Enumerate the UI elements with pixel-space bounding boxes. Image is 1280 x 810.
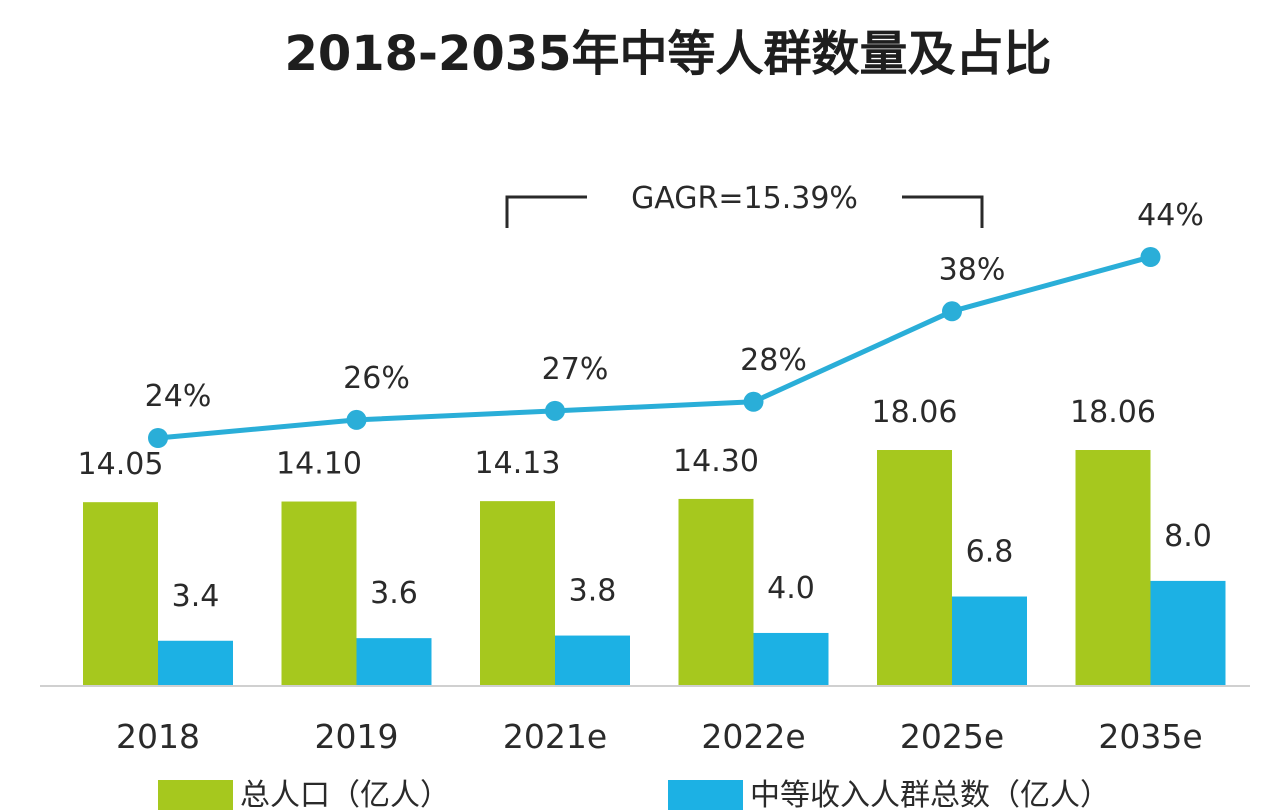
x-tick-2019: 2019 [315, 717, 399, 756]
series-middle-income: 3.4 3.6 3.8 4.0 6.8 8.0 [158, 519, 1226, 685]
share-point-2018 [148, 428, 168, 448]
cagr-annotation: GAGR=15.39% [505, 181, 984, 228]
share-label-2018: 24% [145, 379, 212, 414]
bar-total-2025e [877, 450, 952, 685]
annotation-bracket-right [902, 195, 984, 228]
share-label-2021e: 27% [542, 352, 609, 387]
bar-middle-2021e [555, 635, 630, 685]
x-axis: 2018 2019 2021e 2022e 2025e 2035e [40, 685, 1250, 756]
legend-label-total: 总人口（亿人） [240, 778, 450, 810]
share-label-2022e: 28% [740, 343, 807, 378]
x-tick-2025e: 2025e [900, 717, 1004, 756]
legend-swatch-middle [668, 780, 743, 810]
bar-middle-2018 [158, 640, 233, 685]
bar-total-label-2025e: 18.06 [872, 395, 958, 430]
bar-middle-label-2035e: 8.0 [1164, 519, 1212, 554]
bar-total-2035e [1075, 450, 1151, 685]
bar-total-label-2019: 14.10 [276, 447, 362, 482]
annotation-text: GAGR=15.39% [631, 181, 858, 216]
chart-title: 2018-2035年中等人群数量及占比 [284, 26, 1051, 82]
bar-middle-2019 [356, 638, 432, 685]
series-total-population: 14.05 14.10 14.13 14.30 18.06 18.06 [78, 395, 1156, 685]
bar-middle-2025e [952, 596, 1027, 685]
share-line [155, 254, 1153, 441]
share-point-2022e [743, 391, 764, 412]
series-share-line: 24% 26% 27% 28% 38% 44% [145, 198, 1204, 448]
bar-total-label-2035e: 18.06 [1070, 395, 1156, 430]
bar-middle-label-2021e: 3.8 [569, 574, 617, 609]
share-label-2025e: 38% [939, 252, 1006, 287]
bar-total-2021e [480, 501, 555, 685]
legend-swatch-total [158, 780, 233, 810]
bar-total-label-2018: 14.05 [78, 447, 164, 482]
bar-middle-2022e [753, 632, 829, 685]
bar-total-2019 [281, 501, 357, 685]
share-label-2019: 26% [343, 361, 410, 396]
x-tick-2021e: 2021e [503, 717, 607, 756]
legend: 总人口（亿人） 中等收入人群总数（亿人） [158, 778, 1110, 810]
bar-middle-label-2022e: 4.0 [767, 571, 815, 606]
bar-total-2018 [83, 502, 158, 685]
share-point-2025e [942, 301, 962, 322]
x-tick-2022e: 2022e [701, 717, 805, 756]
bar-middle-2035e [1150, 580, 1226, 685]
annotation-bracket-left [505, 195, 587, 228]
bar-middle-label-2025e: 6.8 [966, 535, 1014, 570]
x-tick-2035e: 2035e [1098, 717, 1202, 756]
share-point-2019 [346, 409, 367, 430]
bar-total-label-2022e: 14.30 [673, 444, 759, 479]
bar-middle-label-2018: 3.4 [172, 579, 220, 614]
bar-middle-label-2019: 3.6 [370, 576, 418, 611]
legend-label-middle: 中等收入人群总数（亿人） [750, 778, 1110, 810]
bar-total-2022e [678, 498, 754, 685]
share-label-2035e: 44% [1137, 198, 1204, 233]
share-point-2035e [1140, 247, 1161, 267]
x-tick-2018: 2018 [116, 717, 200, 756]
share-point-2021e [545, 400, 565, 421]
bar-total-label-2021e: 14.13 [475, 446, 561, 481]
